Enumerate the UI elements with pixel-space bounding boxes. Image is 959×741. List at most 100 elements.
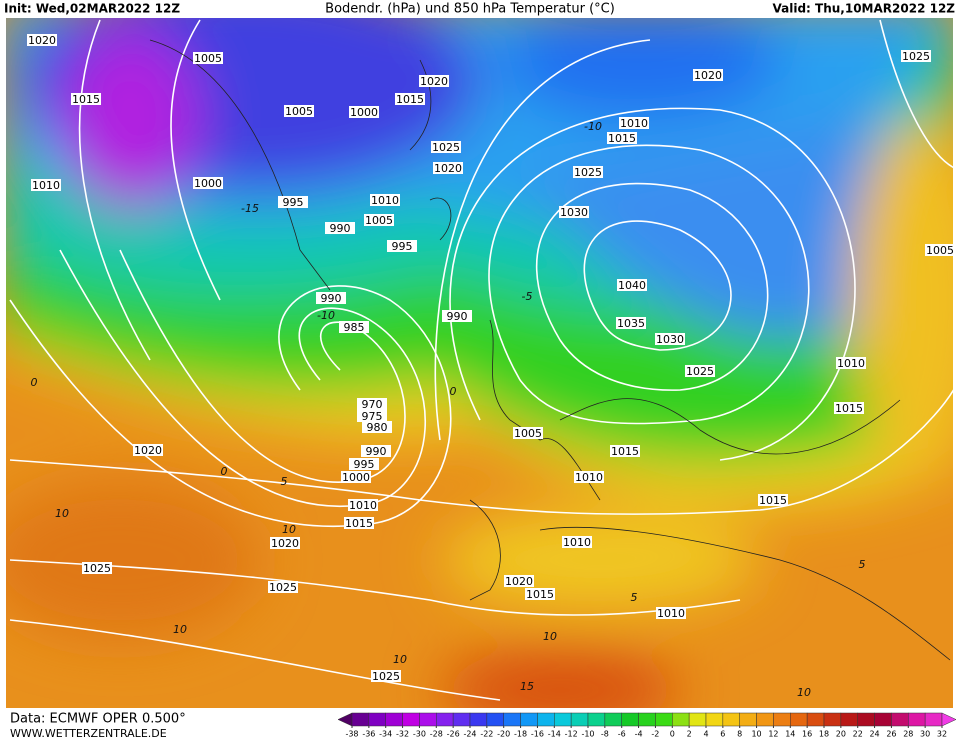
label-box: [387, 240, 417, 252]
colorbar-tick-label: -26: [447, 730, 460, 739]
isobar-label: 1015: [525, 588, 555, 601]
label-box: [442, 310, 472, 322]
label-box: [616, 317, 646, 329]
isobar-label: 1025: [573, 166, 603, 179]
isobar-label: 1015: [758, 494, 788, 507]
isobar-value: 1010: [349, 499, 377, 512]
isobar-value: 1005: [365, 214, 393, 227]
isobar-value: 1020: [434, 162, 462, 175]
colorbar-tick-label: -8: [601, 730, 609, 739]
colorbar-swatch: [806, 712, 825, 727]
label-box: [362, 421, 392, 433]
isobar-label: 1005: [284, 105, 314, 118]
temperature-label: 10: [55, 507, 69, 520]
label-box: [559, 206, 589, 218]
isobar-value: 1015: [835, 402, 863, 415]
colorbar-swatch: [621, 712, 639, 727]
colorbar-tick-label: -14: [548, 730, 561, 739]
colorbar-tick-label: -28: [430, 730, 443, 739]
label-box: [339, 321, 369, 333]
isobar-value: 1030: [656, 333, 684, 346]
colorbar-tick-label: 26: [886, 730, 896, 739]
label-box: [284, 105, 314, 117]
isobar-value: 1015: [345, 517, 373, 530]
label-box: [316, 292, 346, 304]
temperature-label: 10: [173, 623, 187, 636]
isobar-label: 1030: [559, 206, 589, 219]
label-box: [193, 52, 223, 64]
label-box: [27, 34, 57, 46]
isobar-label: 1010: [562, 536, 592, 549]
colorbar-swatch: [756, 712, 774, 727]
isobar-label: 1015: [344, 517, 374, 530]
label-box: [610, 445, 640, 457]
isobar-value: 990: [447, 310, 468, 323]
isobar-value: 1000: [194, 177, 222, 190]
colorbar-swatch: [351, 712, 370, 727]
label-box: [82, 562, 112, 574]
isobar-value: 1020: [134, 444, 162, 457]
isobar-value: 1015: [396, 93, 424, 106]
colorbar-tick-label: 6: [720, 730, 725, 739]
colorbar-swatch: [486, 712, 504, 727]
isobar-value: 975: [362, 410, 383, 423]
label-box: [655, 333, 685, 345]
label-box: [278, 196, 308, 208]
label-box: [685, 365, 715, 377]
colorbar-tick-label: -32: [396, 730, 409, 739]
colorbar-swatch: [840, 712, 858, 727]
colorbar-tick-label: 14: [785, 730, 795, 739]
isobar-value: 990: [330, 222, 351, 235]
isobar-label: 1020: [693, 69, 723, 82]
colorbar-swatch: [638, 712, 656, 727]
isobar-label: 1025: [901, 50, 931, 63]
label-box: [758, 494, 788, 506]
colorbar-swatch: [739, 712, 757, 727]
isobar-label: 1020: [270, 537, 300, 550]
label-box: [574, 471, 604, 483]
isobar-label: 1025: [685, 365, 715, 378]
isobar-label: 1005: [193, 52, 223, 65]
isobar-label: 1010: [656, 607, 686, 620]
colorbar-tick-label: -12: [565, 730, 578, 739]
label-box: [525, 588, 555, 600]
coastlines: [149, 39, 951, 661]
label-box: [349, 106, 379, 118]
isobar-label: 1020: [27, 34, 57, 47]
colorbar-swatch: [419, 712, 437, 727]
temperature-label: 5: [631, 591, 638, 604]
colorbar-tick-label: 24: [869, 730, 879, 739]
temperature-label: 10: [393, 653, 407, 666]
colorbar-swatch: [857, 712, 875, 727]
isobar-value: 1010: [32, 179, 60, 192]
colorbar-tick-label: 4: [703, 730, 708, 739]
isobar-value: 1020: [694, 69, 722, 82]
label-box: [31, 179, 61, 191]
isobar-value: 1015: [611, 445, 639, 458]
isobar-value: 1025: [372, 670, 400, 683]
colorbar-tick-label: -10: [581, 730, 594, 739]
isobar-label: 1040: [617, 279, 647, 292]
colorbar-swatch: [672, 712, 690, 727]
label-box: [656, 607, 686, 619]
isobar-label: 1015: [395, 93, 425, 106]
isobar-value: 985: [344, 321, 365, 334]
label-box: [357, 410, 387, 422]
isobar-label: 975: [357, 410, 387, 423]
isobar-label: 1000: [349, 106, 379, 119]
colorbar-swatch: [469, 712, 488, 727]
label-box: [431, 141, 461, 153]
temperature-label: -10: [317, 309, 335, 322]
temperature-label: 0: [31, 376, 38, 389]
label-box: [562, 536, 592, 548]
isobar-value: 1015: [608, 132, 636, 145]
label-box: [607, 132, 637, 144]
label-box: [325, 222, 355, 234]
isobar-value: 1010: [620, 117, 648, 130]
colorbar-swatch: [587, 712, 606, 727]
label-box: [361, 445, 391, 457]
isobar-value: 1015: [72, 93, 100, 106]
isobar-label: 995: [278, 196, 308, 209]
label-box: [419, 75, 449, 87]
